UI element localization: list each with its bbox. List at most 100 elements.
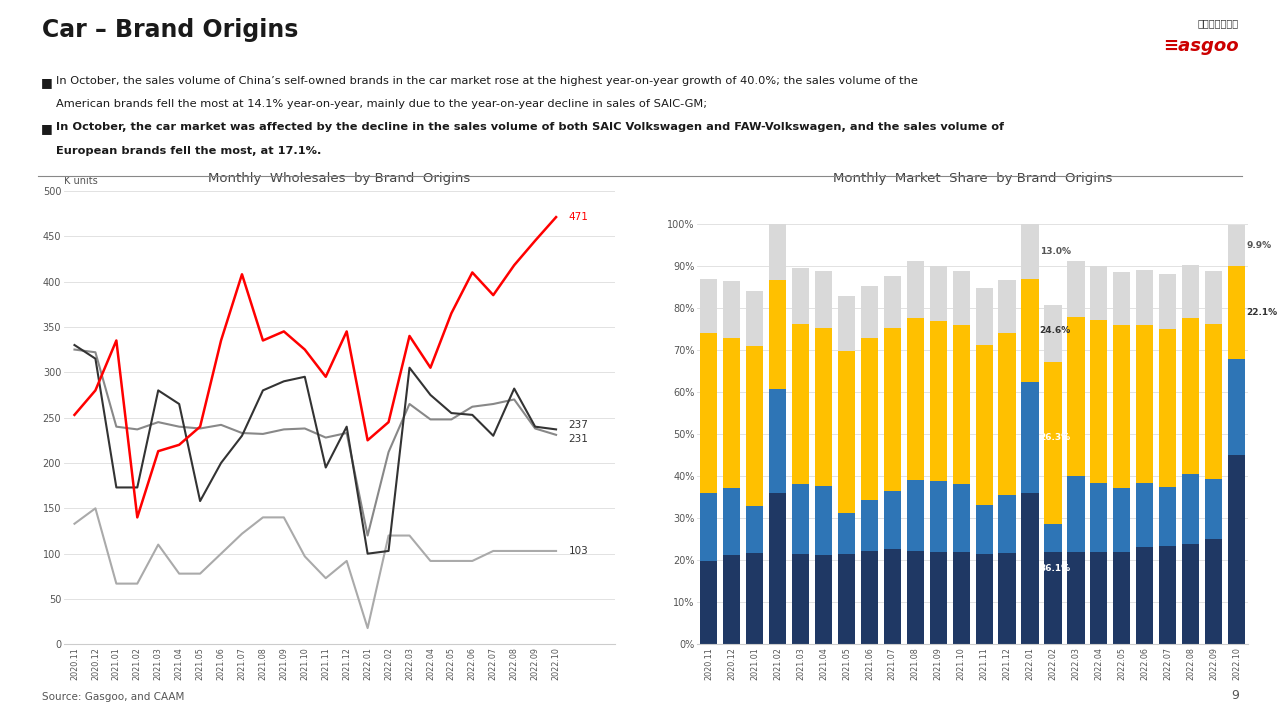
Bar (1114, 272, 1130, 325)
Bar (769, 492, 786, 644)
Bar (1160, 328, 1176, 487)
Bar (929, 482, 947, 552)
Bar (1114, 552, 1130, 644)
Bar (1137, 270, 1153, 325)
Bar (1160, 487, 1176, 546)
Bar (860, 338, 878, 500)
Bar (1068, 552, 1084, 644)
Text: American brands fell the most at 14.1% year-on-year, mainly due to the year-on-y: American brands fell the most at 14.1% y… (56, 99, 708, 109)
Bar (1044, 305, 1061, 362)
Bar (838, 513, 855, 554)
Bar (883, 276, 901, 328)
Bar (1068, 261, 1084, 318)
Bar (1228, 359, 1245, 454)
Text: K units: K units (64, 176, 97, 186)
Text: Car – Brand Origins: Car – Brand Origins (42, 18, 298, 42)
Bar (1204, 479, 1222, 539)
Bar (906, 551, 924, 644)
Bar (838, 296, 855, 351)
Text: 22.1%: 22.1% (1247, 308, 1277, 318)
Bar (1137, 483, 1153, 547)
Bar (1021, 225, 1038, 279)
Bar (1068, 477, 1084, 552)
Bar (723, 338, 740, 488)
Text: 9.9%: 9.9% (1247, 241, 1271, 250)
Bar (723, 281, 740, 338)
Text: ■: ■ (41, 122, 52, 135)
Bar (929, 320, 947, 482)
Bar (1228, 225, 1245, 266)
Text: 13.0%: 13.0% (1039, 247, 1070, 256)
Bar (1204, 539, 1222, 644)
Bar (1114, 488, 1130, 552)
Bar (998, 280, 1015, 333)
Bar (929, 552, 947, 644)
Bar (815, 328, 832, 487)
Text: ■: ■ (41, 76, 52, 89)
Bar (860, 552, 878, 644)
Bar (975, 345, 993, 505)
Bar (1091, 266, 1107, 320)
Bar (769, 225, 786, 280)
Bar (975, 505, 993, 554)
Bar (700, 279, 717, 333)
Bar (906, 480, 924, 551)
Bar (723, 488, 740, 555)
Bar (1091, 483, 1107, 552)
Bar (700, 493, 717, 561)
Bar (723, 555, 740, 644)
Bar (1044, 552, 1061, 644)
Text: In October, the sales volume of China’s self-owned brands in the car market rose: In October, the sales volume of China’s … (56, 76, 918, 86)
Bar (952, 484, 970, 552)
Bar (1181, 318, 1199, 474)
Bar (1228, 454, 1245, 644)
Bar (1021, 279, 1038, 382)
Text: European brands fell the most, at 17.1%.: European brands fell the most, at 17.1%. (56, 146, 321, 156)
Bar (792, 324, 809, 484)
Bar (1204, 324, 1222, 479)
Text: 盖世汽车研究院: 盖世汽车研究院 (1198, 18, 1239, 28)
Bar (1044, 362, 1061, 524)
Bar (1228, 266, 1245, 359)
Text: 24.6%: 24.6% (1039, 326, 1071, 335)
Bar (1204, 271, 1222, 324)
Text: 22.7%: 22.7% (1247, 402, 1277, 411)
Title: Monthly  Wholesales  by Brand  Origins: Monthly Wholesales by Brand Origins (209, 173, 471, 186)
Bar (792, 484, 809, 554)
Text: 26.3%: 26.3% (1039, 433, 1071, 442)
Bar (792, 268, 809, 324)
Bar (1091, 320, 1107, 483)
Bar (906, 261, 924, 318)
Bar (746, 506, 763, 553)
Bar (815, 555, 832, 644)
Bar (975, 554, 993, 644)
Bar (769, 280, 786, 390)
Bar (1137, 325, 1153, 483)
Bar (1181, 265, 1199, 318)
Bar (1044, 524, 1061, 552)
Bar (975, 288, 993, 345)
Bar (998, 495, 1015, 553)
Bar (1181, 474, 1199, 544)
Text: 471: 471 (568, 212, 589, 222)
Bar (700, 561, 717, 644)
Text: 36.1%: 36.1% (1039, 564, 1071, 573)
Bar (1114, 325, 1130, 488)
Bar (1021, 382, 1038, 492)
Text: 237: 237 (568, 420, 589, 430)
Bar (1137, 547, 1153, 644)
Text: 103: 103 (568, 546, 589, 556)
Bar (792, 554, 809, 644)
Text: ≡asgoo: ≡asgoo (1164, 37, 1239, 55)
Bar (815, 487, 832, 555)
Bar (929, 266, 947, 320)
Text: 231: 231 (568, 434, 589, 444)
Bar (838, 351, 855, 513)
Bar (700, 333, 717, 493)
Bar (1160, 274, 1176, 328)
Bar (1091, 552, 1107, 644)
Bar (883, 549, 901, 644)
Bar (838, 554, 855, 644)
Bar (883, 491, 901, 549)
Bar (952, 325, 970, 484)
